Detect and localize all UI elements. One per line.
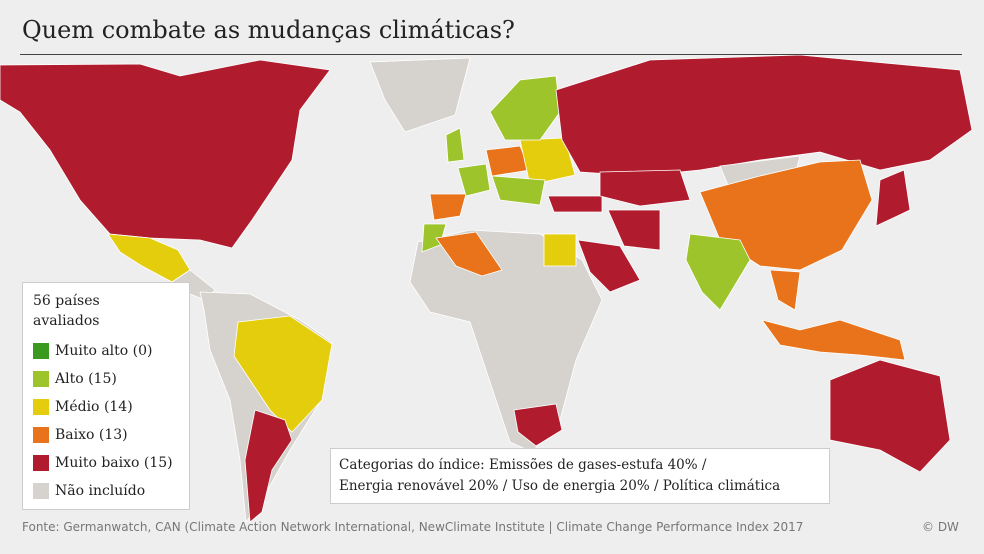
kazakhstan [599,169,691,207]
scandinavia [489,75,561,141]
legend-label: Não incluído [55,483,146,499]
brazil [233,315,333,433]
morocco [421,223,447,253]
legend-item: Muito baixo (15) [33,449,179,477]
japan [875,169,911,227]
legend-swatch [33,427,49,443]
credit: © DW [922,520,959,534]
legend-swatch [33,455,49,471]
turkey [547,195,603,213]
australia [829,359,951,473]
argentina [244,409,293,523]
indonesia [761,319,906,361]
spain [429,193,467,221]
saudi-arabia [577,239,641,293]
eastern-europe [519,137,576,186]
iran [607,209,661,251]
uk [445,127,465,163]
north-america [0,59,331,249]
source: Fonte: Germanwatch, CAN (Climate Action … [22,520,804,534]
italy-balkans [491,175,546,206]
southeast-asia [769,269,801,311]
egypt [543,233,577,267]
legend-item: Alto (15) [33,365,179,393]
greenland [369,57,471,133]
legend-item: Médio (14) [33,393,179,421]
legend-item: Não incluído [33,477,179,505]
legend-items: Muito alto (0) Alto (15) Médio (14) Baixo (… [33,337,179,505]
legend-label: Muito baixo (15) [55,455,173,471]
legend: 56 países avaliados Muito alto (0) Alto (… [22,282,190,510]
algeria [435,231,503,277]
legend-swatch [33,399,49,415]
note-line: Energia renovável 20% / Uso de energia 2… [339,478,781,494]
legend-heading: 56 países avaliados [33,293,100,329]
note-line: Categorias do índice: Emissões de gases-… [339,457,707,473]
legend-swatch [33,343,49,359]
mexico [107,233,191,283]
india [685,233,751,311]
legend-label: Médio (14) [55,399,133,415]
title-rule [20,54,962,55]
france [457,163,491,197]
south-africa [513,403,563,447]
legend-swatch [33,483,49,499]
legend-label: Alto (15) [55,371,117,387]
russia [555,54,973,177]
legend-swatch [33,371,49,387]
title: Quem combate as mudanças climáticas? [22,16,515,44]
legend-label: Baixo (13) [55,427,128,443]
legend-item: Baixo (13) [33,421,179,449]
legend-label: Muito alto (0) [55,343,153,359]
legend-item: Muito alto (0) [33,337,179,365]
note: Categorias do índice: Emissões de gases-… [330,448,830,504]
